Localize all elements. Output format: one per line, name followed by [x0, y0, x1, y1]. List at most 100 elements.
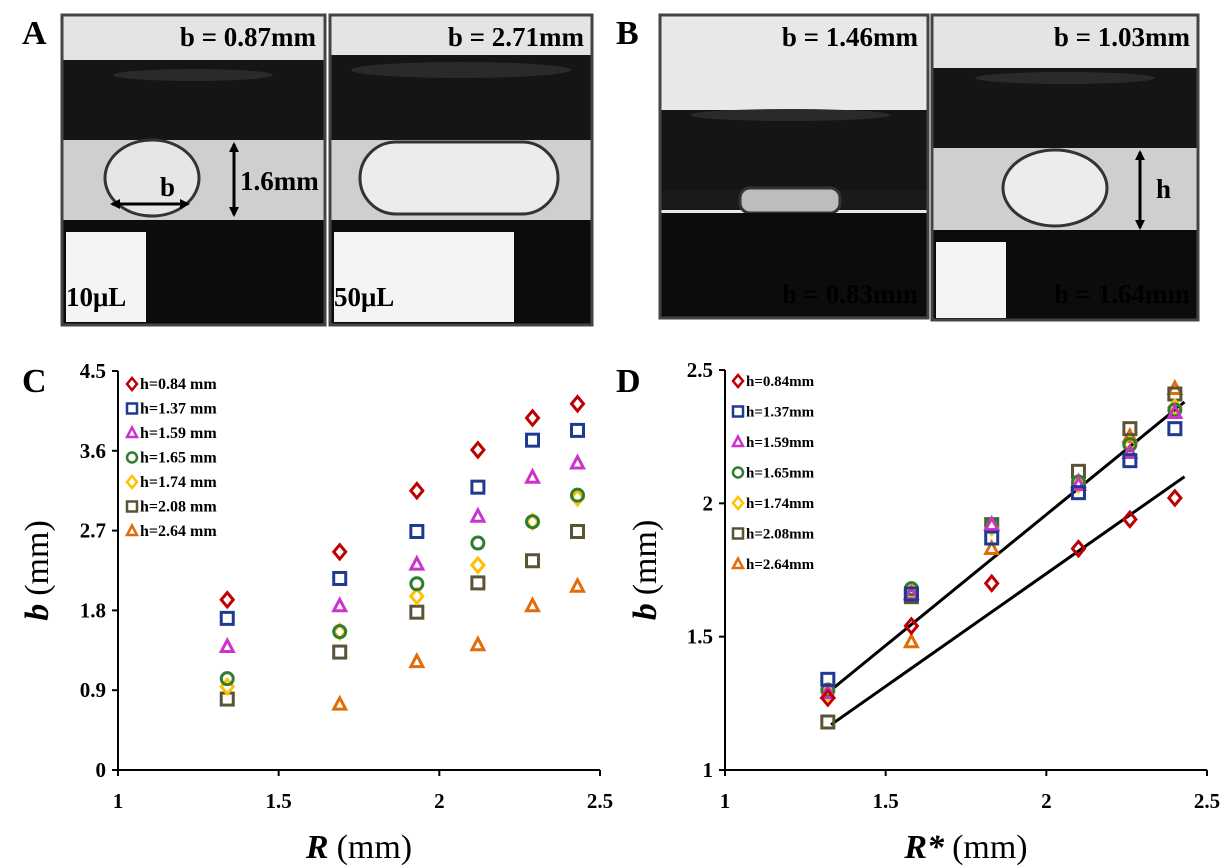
marker	[820, 714, 836, 730]
marker	[219, 610, 235, 626]
y-tick-label: 2.5	[687, 358, 713, 382]
marker	[820, 671, 836, 687]
legend-label: h=1.65mm	[746, 466, 815, 482]
legend-marker	[125, 376, 139, 392]
panel-label: D	[616, 363, 641, 400]
marker	[1069, 474, 1087, 491]
legend-marker	[124, 522, 140, 537]
y-tick-label: 1	[703, 758, 714, 782]
marker	[469, 635, 487, 652]
x-axis-title: R* (mm)	[903, 829, 1027, 866]
x-axis-unit: (mm)	[337, 829, 413, 866]
marker	[902, 632, 920, 649]
photo-label: 50μL	[334, 282, 394, 312]
legend-label: h=2.64mm	[746, 557, 815, 573]
marker	[1166, 402, 1184, 419]
marker	[569, 453, 586, 470]
marker	[983, 514, 1001, 531]
marker	[983, 538, 1001, 555]
y-axis-symbol: b	[19, 604, 56, 621]
marker	[1070, 539, 1087, 559]
x-axis-unit: (mm)	[952, 829, 1028, 866]
marker	[569, 394, 586, 414]
legend-marker	[124, 424, 140, 439]
panel-label: C	[22, 363, 47, 400]
marker	[218, 636, 236, 654]
legend-label: h=1.74 mm	[140, 474, 217, 491]
marker	[409, 604, 425, 620]
legend-marker	[125, 474, 139, 490]
legend-label: h=0.84 mm	[140, 376, 217, 393]
marker	[570, 487, 586, 503]
marker	[570, 523, 586, 539]
photo-label: h = 0.83mm	[782, 279, 919, 309]
y-tick-label: 4.5	[80, 359, 106, 383]
y-axis-title: b (mm)	[627, 520, 664, 621]
marker	[470, 535, 486, 551]
marker	[469, 440, 486, 460]
marker	[332, 624, 348, 640]
x-tick-label: 1.5	[873, 789, 899, 813]
photo-label: b = 2.71mm	[448, 22, 585, 52]
legend-marker	[731, 466, 745, 479]
legend-label: h=1.59 mm	[140, 425, 217, 442]
photo: b = 1.03mm h h = 1.64mm	[930, 13, 1200, 322]
marker	[819, 683, 836, 703]
y-axis-symbol: b	[627, 603, 664, 620]
y-tick-label: 0.9	[80, 678, 106, 702]
marker	[525, 432, 541, 448]
legend-marker	[731, 495, 745, 511]
y-tick-label: 1.8	[80, 598, 106, 622]
marker	[331, 694, 349, 711]
photo-label: 1.6mm	[240, 166, 319, 196]
marker	[1121, 442, 1139, 459]
photo: b = 2.71mm 50μL	[328, 13, 594, 327]
y-tick-label: 0	[96, 758, 107, 782]
x-tick-label: 1.5	[266, 789, 292, 813]
photo-label: b = 0.87mm	[180, 22, 317, 52]
marker	[332, 570, 348, 586]
marker	[903, 586, 919, 602]
marker	[1166, 488, 1183, 508]
photo: b = 1.46mm h = 0.83mm	[658, 13, 930, 320]
y-tick-label: 3.6	[80, 439, 106, 463]
x-axis-title: R (mm)	[305, 829, 412, 866]
marker	[1167, 421, 1183, 437]
x-tick-label: 2.5	[587, 789, 613, 813]
y-tick-label: 1.5	[687, 625, 713, 649]
x-axis-symbol: R	[305, 829, 329, 866]
legend-label: h=1.65 mm	[140, 450, 217, 467]
y-tick-label: 2	[703, 491, 714, 515]
marker	[331, 542, 348, 562]
photo-label: b = 1.03mm	[1054, 22, 1191, 52]
x-tick-label: 2	[434, 789, 445, 813]
legend-label: h=2.08mm	[746, 527, 815, 543]
marker	[569, 488, 586, 508]
legend-label: h=1.37 mm	[140, 401, 217, 418]
photo-label: b	[160, 172, 175, 202]
legend-marker	[125, 500, 139, 513]
photo-label: h	[1156, 174, 1171, 204]
marker	[524, 596, 542, 613]
marker	[1070, 475, 1087, 495]
legend-marker	[730, 433, 746, 448]
marker	[469, 555, 486, 575]
marker	[1121, 509, 1138, 529]
marker	[525, 514, 541, 530]
legend-label: h=1.37mm	[746, 405, 815, 421]
marker	[409, 576, 425, 592]
y-axis-unit: (mm)	[627, 520, 664, 596]
x-tick-label: 2.5	[1194, 789, 1220, 813]
marker	[570, 422, 586, 438]
marker	[524, 408, 541, 428]
marker	[1070, 485, 1086, 501]
photo-label: 10μL	[66, 282, 126, 312]
legend-label: h=2.08 mm	[140, 499, 217, 516]
photo: b = 0.87mm b 1.6mm 10μL	[60, 13, 327, 327]
y-tick-label: 2.7	[80, 519, 106, 543]
marker	[903, 616, 920, 636]
marker	[409, 523, 425, 539]
x-tick-label: 1	[113, 789, 124, 813]
